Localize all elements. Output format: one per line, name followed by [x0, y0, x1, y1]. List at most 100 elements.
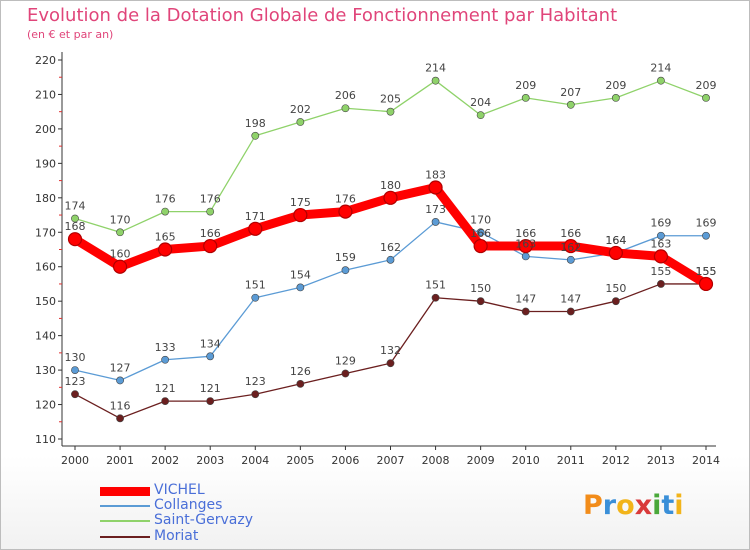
data-label-moriat: 155 — [650, 265, 671, 278]
y-tick-label: 160 — [35, 261, 56, 274]
y-tick-label: 210 — [35, 88, 56, 101]
data-point-moriat — [161, 397, 170, 405]
data-point-vichel — [112, 259, 128, 274]
data-point-vichel — [608, 245, 623, 261]
x-tick-label: 2006 — [331, 454, 359, 467]
data-point-vichel — [158, 242, 173, 257]
x-tick-label: 2010 — [512, 454, 540, 467]
legend-swatch-saint-gervazy — [100, 520, 150, 522]
data-label-collanges: 162 — [380, 241, 401, 254]
data-label-collanges: 163 — [515, 237, 536, 250]
data-point-vichel — [428, 180, 443, 195]
data-point-moriat — [296, 379, 305, 388]
x-tick-label: 2011 — [557, 454, 585, 467]
data-label-saint-gervazy: 209 — [605, 79, 626, 92]
data-point-saint-gervazy — [657, 76, 665, 85]
data-label-saint-gervazy: 207 — [560, 86, 581, 99]
data-label-vichel: 160 — [110, 248, 131, 261]
x-tick-label: 2005 — [286, 454, 314, 467]
data-label-collanges: 164 — [605, 234, 626, 247]
data-point-saint-gervazy — [521, 94, 530, 102]
data-label-vichel: 166 — [560, 227, 581, 240]
data-label-collanges: 170 — [470, 213, 491, 226]
data-point-collanges — [206, 352, 215, 361]
data-point-moriat — [116, 414, 124, 423]
data-label-vichel: 166 — [200, 227, 221, 240]
data-label-vichel: 176 — [335, 193, 356, 206]
data-label-moriat: 116 — [110, 399, 131, 412]
data-point-moriat — [71, 390, 79, 399]
x-tick-label: 2007 — [377, 454, 405, 467]
data-point-collanges — [431, 218, 440, 226]
logo-letter: x — [634, 490, 653, 521]
data-label-saint-gervazy: 170 — [110, 213, 131, 226]
x-tick-label: 2000 — [61, 454, 89, 467]
data-label-collanges: 169 — [650, 217, 671, 230]
data-point-vichel — [518, 238, 533, 254]
data-point-collanges — [296, 283, 305, 292]
y-tick-label: 120 — [35, 399, 56, 412]
data-point-moriat — [341, 369, 350, 378]
data-point-saint-gervazy — [476, 111, 485, 120]
data-point-collanges — [386, 255, 395, 264]
data-label-moriat: 126 — [290, 365, 311, 378]
data-label-collanges: 162 — [560, 241, 581, 254]
logo-letter: i — [652, 490, 662, 521]
data-label-saint-gervazy: 202 — [290, 103, 311, 116]
logo-letter: t — [661, 490, 675, 521]
x-tick-label: 2003 — [196, 454, 224, 467]
y-tick-label: 180 — [35, 192, 56, 205]
data-point-saint-gervazy — [71, 214, 79, 223]
data-label-moriat: 132 — [380, 344, 401, 357]
data-point-saint-gervazy — [116, 228, 124, 237]
data-label-saint-gervazy: 176 — [200, 193, 221, 206]
x-tick-label: 2004 — [241, 454, 269, 467]
data-point-saint-gervazy — [431, 76, 440, 85]
y-tick-label: 110 — [35, 433, 56, 446]
data-point-collanges — [161, 355, 170, 364]
proxiti-logo: Proxiti — [583, 490, 684, 521]
data-label-collanges: 154 — [290, 268, 311, 281]
data-point-vichel — [473, 238, 488, 254]
data-point-saint-gervazy — [341, 104, 350, 113]
chart-subtitle: (en € et par an) — [27, 28, 114, 41]
data-point-vichel — [248, 221, 263, 236]
data-point-collanges — [657, 231, 665, 240]
y-tick-label: 200 — [35, 123, 56, 136]
data-label-vichel: 166 — [515, 227, 536, 240]
data-label-moriat: 150 — [470, 282, 491, 295]
data-point-moriat — [566, 307, 575, 316]
data-point-collanges — [521, 252, 530, 261]
logo-letter: r — [602, 490, 617, 521]
data-point-vichel — [653, 249, 669, 264]
data-labels: 123 116 121 121 123 126 129 132 151 150 147 147 150 1… — [65, 62, 717, 413]
data-label-saint-gervazy: 206 — [335, 89, 356, 102]
x-tick-label: 2008 — [422, 454, 450, 467]
data-label-moriat: 155 — [696, 265, 717, 278]
legend-label-collanges: Collanges — [154, 497, 223, 513]
legend-label-vichel: VICHEL — [154, 482, 205, 498]
data-label-saint-gervazy: 198 — [245, 117, 266, 130]
data-label-saint-gervazy: 209 — [515, 79, 536, 92]
data-label-moriat: 147 — [515, 293, 536, 306]
logo-letter: i — [674, 490, 684, 521]
data-label-collanges: 173 — [425, 203, 446, 216]
x-tick-label: 2012 — [602, 454, 630, 467]
data-point-saint-gervazy — [566, 100, 575, 109]
data-point-saint-gervazy — [611, 94, 620, 102]
data-point-moriat — [476, 297, 485, 306]
data-label-saint-gervazy: 205 — [380, 93, 401, 106]
data-label-saint-gervazy: 214 — [425, 62, 446, 75]
y-tick-label: 140 — [35, 330, 56, 343]
legend-label-saint-gervazy: Saint-Gervazy — [154, 512, 253, 528]
data-label-vichel: 171 — [245, 210, 266, 223]
data-point-collanges — [341, 266, 350, 275]
data-label-saint-gervazy: 209 — [696, 79, 717, 92]
data-point-saint-gervazy — [702, 94, 710, 102]
x-tick-label: 2013 — [647, 454, 675, 467]
data-label-collanges: 151 — [245, 279, 266, 292]
data-point-saint-gervazy — [161, 207, 170, 216]
data-label-vichel: 163 — [650, 237, 671, 250]
